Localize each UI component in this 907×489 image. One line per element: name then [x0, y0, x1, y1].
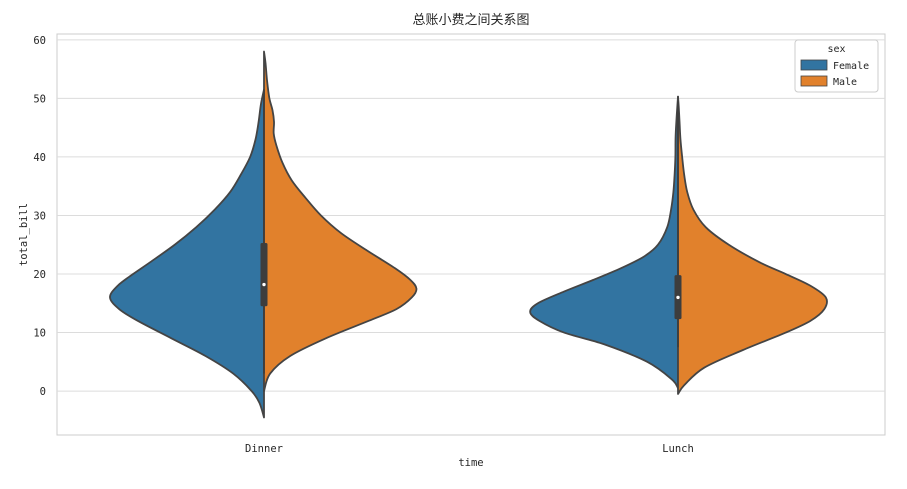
- x-tick-labels: Dinner Lunch: [245, 443, 694, 455]
- legend: sex Female Male: [794, 39, 879, 93]
- y-tick-label: 60: [33, 35, 46, 47]
- plot-area: [56, 33, 886, 436]
- y-tick-label: 40: [33, 152, 46, 164]
- y-tick-labels: 0 10 20 30 40 50 60: [33, 35, 46, 398]
- inner-box-iqr: [260, 242, 268, 307]
- y-tick-label: 0: [40, 386, 46, 398]
- x-tick-label: Dinner: [245, 443, 283, 455]
- violin-male-dinner: [263, 50, 418, 392]
- y-tick-label: 10: [33, 328, 46, 340]
- legend-label-female: Female: [833, 61, 869, 72]
- x-tick-label: Lunch: [662, 443, 694, 455]
- legend-label-male: Male: [833, 77, 857, 88]
- y-tick-label: 50: [33, 93, 46, 105]
- inner-boxes: [260, 89, 682, 374]
- violin-female-dinner: [109, 88, 265, 419]
- inner-median-dot: [676, 295, 680, 300]
- x-axis-label: time: [458, 457, 483, 469]
- inner-median-dot: [262, 282, 266, 287]
- legend-title: sex: [827, 44, 845, 55]
- violins: [109, 50, 828, 419]
- y-axis-label: total_bill: [18, 203, 30, 266]
- y-tick-label: 20: [33, 269, 46, 281]
- chart-title: 总账小费之间关系图: [412, 13, 529, 28]
- violin-male-lunch: [677, 95, 828, 395]
- y-tick-label: 30: [33, 210, 46, 222]
- legend-swatch-female: [800, 59, 828, 71]
- legend-swatch-male: [800, 75, 828, 87]
- violin-female-lunch: [529, 95, 679, 390]
